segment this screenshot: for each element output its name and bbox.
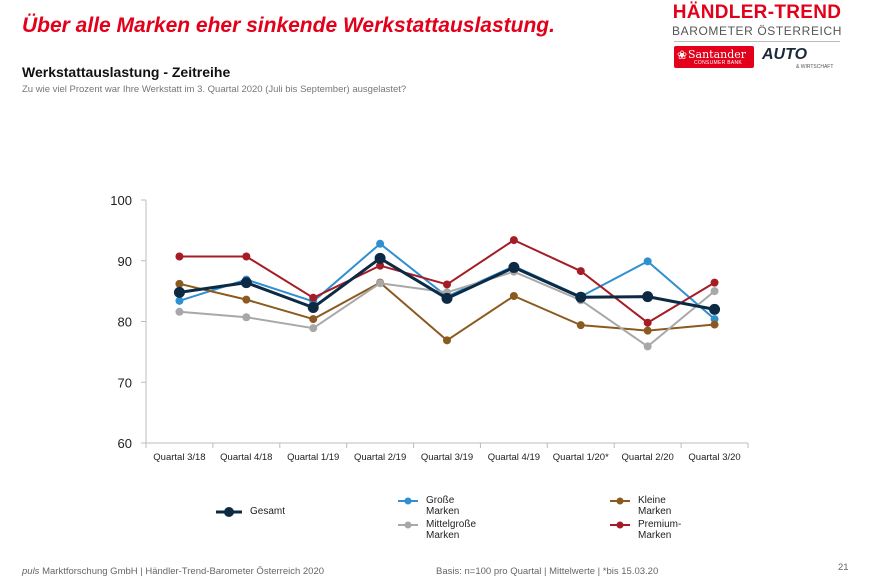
auto-logo-text: AUTO xyxy=(762,46,808,63)
auto-wirtschaft-logo: AUTO & WIRTSCHAFT xyxy=(762,46,842,72)
data-point xyxy=(443,280,451,289)
data-point xyxy=(710,278,719,287)
data-point xyxy=(307,302,319,314)
legend-label: Große Marken xyxy=(426,495,460,517)
x-tick-label: Quartal 3/20 xyxy=(688,452,740,463)
brand-title: HÄNDLER-TREND xyxy=(672,2,842,23)
santander-name: Santander xyxy=(688,48,747,61)
legend-swatch-dot xyxy=(404,497,412,505)
data-point xyxy=(710,320,719,329)
legend-swatch-dot xyxy=(616,521,624,529)
page-number: 21 xyxy=(838,562,849,573)
footer-source-rest: Marktforschung GmbH | Händler-Trend-Baro… xyxy=(39,566,325,577)
line-chart: 60 70 80 90 100 Quartal 3/18 Quartal 4/18 Quart… xyxy=(110,193,749,529)
y-tick-label: 80 xyxy=(118,315,132,330)
y-tick-label: 90 xyxy=(118,254,132,269)
legend-label: Kleine Marken xyxy=(638,495,672,517)
data-point xyxy=(441,292,453,304)
data-point xyxy=(309,293,318,302)
flame-icon: ❀ xyxy=(677,48,688,62)
x-tick-label: Quartal 3/19 xyxy=(421,452,473,463)
data-point xyxy=(643,318,652,327)
data-point xyxy=(376,261,385,270)
legend-swatch-dot xyxy=(404,521,412,529)
footer-source: puls Marktforschung GmbH | Händler-Trend… xyxy=(22,566,324,577)
legend-swatch-dot xyxy=(224,507,234,517)
data-point xyxy=(709,303,721,315)
x-tick-label: Quartal 4/18 xyxy=(220,452,272,463)
data-point xyxy=(175,296,184,305)
data-point xyxy=(710,287,719,296)
brand-divider xyxy=(674,41,840,42)
data-point xyxy=(575,291,587,303)
data-point xyxy=(173,286,185,298)
y-tick-label: 60 xyxy=(118,436,132,451)
x-tick-label: Quartal 4/19 xyxy=(488,452,540,463)
data-point xyxy=(710,315,719,324)
data-point xyxy=(175,307,184,316)
y-tick-label: 70 xyxy=(118,375,132,390)
legend-label: Mittelgroße Marken xyxy=(426,519,477,541)
x-tick-label: Quartal 1/20* xyxy=(553,452,609,463)
data-point xyxy=(242,295,251,304)
data-point xyxy=(374,252,386,264)
santander-logo: ❀ Santander CONSUMER BANK xyxy=(674,46,754,68)
data-point xyxy=(642,291,654,303)
data-point xyxy=(508,261,520,273)
data-point xyxy=(242,252,251,261)
brand-logo-block: HÄNDLER-TREND BAROMETER ÖSTERREICH ❀ San… xyxy=(672,2,846,72)
data-point xyxy=(576,267,585,276)
auto-logo-sub: & WIRTSCHAFT xyxy=(796,64,834,70)
headline: Über alle Marken eher sinkende Werkstatt… xyxy=(22,14,555,37)
question-text: Zu wie viel Prozent war Ihre Werkstatt i… xyxy=(22,84,407,95)
legend-label: Premium-Marken xyxy=(638,519,682,541)
y-tick-label: 100 xyxy=(110,193,132,208)
x-tick-label: Quartal 3/18 xyxy=(153,452,205,463)
chart-title: Werkstattauslastung - Zeitreihe xyxy=(22,64,231,80)
data-point xyxy=(242,313,251,322)
data-point xyxy=(643,257,652,266)
brand-subtitle: BAROMETER ÖSTERREICH xyxy=(672,24,843,38)
footer-puls: puls xyxy=(22,566,40,577)
legend-label: Gesamt xyxy=(250,506,286,517)
data-point xyxy=(509,236,518,245)
data-point xyxy=(240,277,252,289)
data-point xyxy=(175,279,184,288)
legend-swatch-dot xyxy=(616,497,624,505)
data-point xyxy=(376,239,385,248)
footer-basis: Basis: n=100 pro Quartal | Mittelwerte |… xyxy=(436,566,659,577)
data-point xyxy=(643,326,652,335)
data-point xyxy=(643,342,652,351)
data-point xyxy=(443,336,451,345)
data-point xyxy=(175,252,184,261)
data-point xyxy=(376,279,385,288)
data-point xyxy=(309,324,318,333)
x-tick-label: Quartal 2/19 xyxy=(354,452,406,463)
data-point xyxy=(309,315,318,324)
x-tick-label: Quartal 2/20 xyxy=(622,452,674,463)
santander-small: CONSUMER BANK xyxy=(694,60,743,66)
x-tick-label: Quartal 1/19 xyxy=(287,452,339,463)
data-point xyxy=(509,291,518,300)
data-point xyxy=(576,321,585,330)
